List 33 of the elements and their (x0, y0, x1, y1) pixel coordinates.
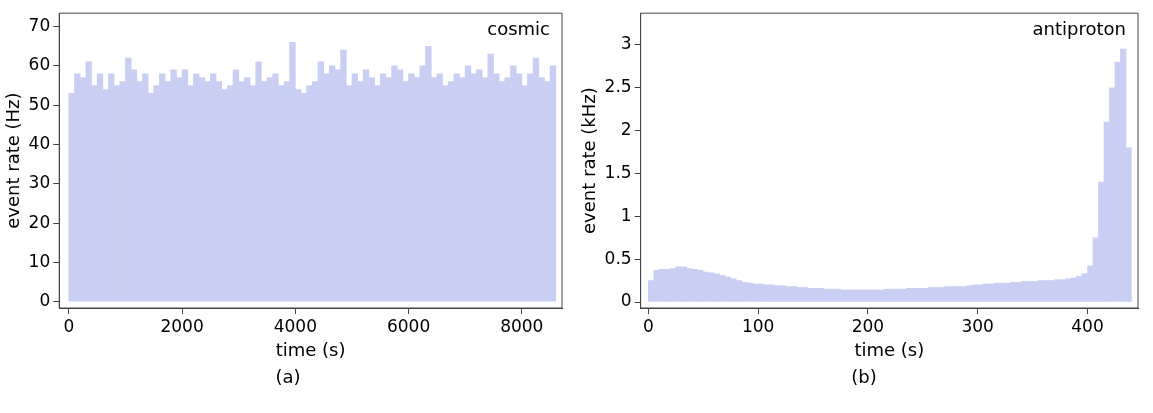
y-tick-label: 10 (28, 250, 51, 271)
x-axis-title: time (s) (854, 338, 925, 360)
x-tick-label: 0 (63, 315, 75, 336)
annotation: antiproton (1032, 17, 1126, 39)
x-tick-label: 4000 (273, 315, 317, 336)
text: (b) (850, 366, 878, 387)
y-tick-label: 50 (28, 93, 51, 114)
y-tick-label: 70 (28, 14, 51, 35)
x-tick-label: 300 (961, 315, 994, 336)
x-tick-label: 100 (741, 315, 775, 336)
y-axis-title: event rate (kHz) (578, 87, 600, 234)
y-axis-title: event rate (Hz) (2, 92, 24, 229)
y-tick-label: 0 (39, 290, 51, 311)
y-tick-label: 0 (620, 290, 632, 311)
y-tick-label: 0.5 (604, 247, 632, 268)
y-tick-label: 1 (620, 204, 632, 225)
x-tick-label: 400 (1071, 315, 1104, 336)
y-tick-label: 3 (620, 33, 632, 54)
y-tick-label: 40 (28, 132, 51, 153)
text: (a) (274, 366, 302, 387)
x-tick-label: 8000 (500, 315, 544, 336)
annotation: cosmic (487, 17, 550, 39)
y-tick-label: 30 (28, 172, 51, 193)
x-tick-label: 2000 (160, 315, 204, 336)
x-tick-label: 6000 (386, 315, 431, 336)
y-tick-label: 60 (28, 54, 51, 75)
y-tick-label: 2.5 (604, 76, 632, 97)
x-axis-title: time (s) (275, 338, 346, 360)
y-tick-label: 20 (28, 211, 51, 232)
x-tick-label: 200 (851, 315, 885, 336)
x-tick-label: 0 (642, 315, 654, 336)
y-tick-label: 2 (620, 119, 632, 140)
y-tick-label: 1.5 (604, 161, 632, 182)
